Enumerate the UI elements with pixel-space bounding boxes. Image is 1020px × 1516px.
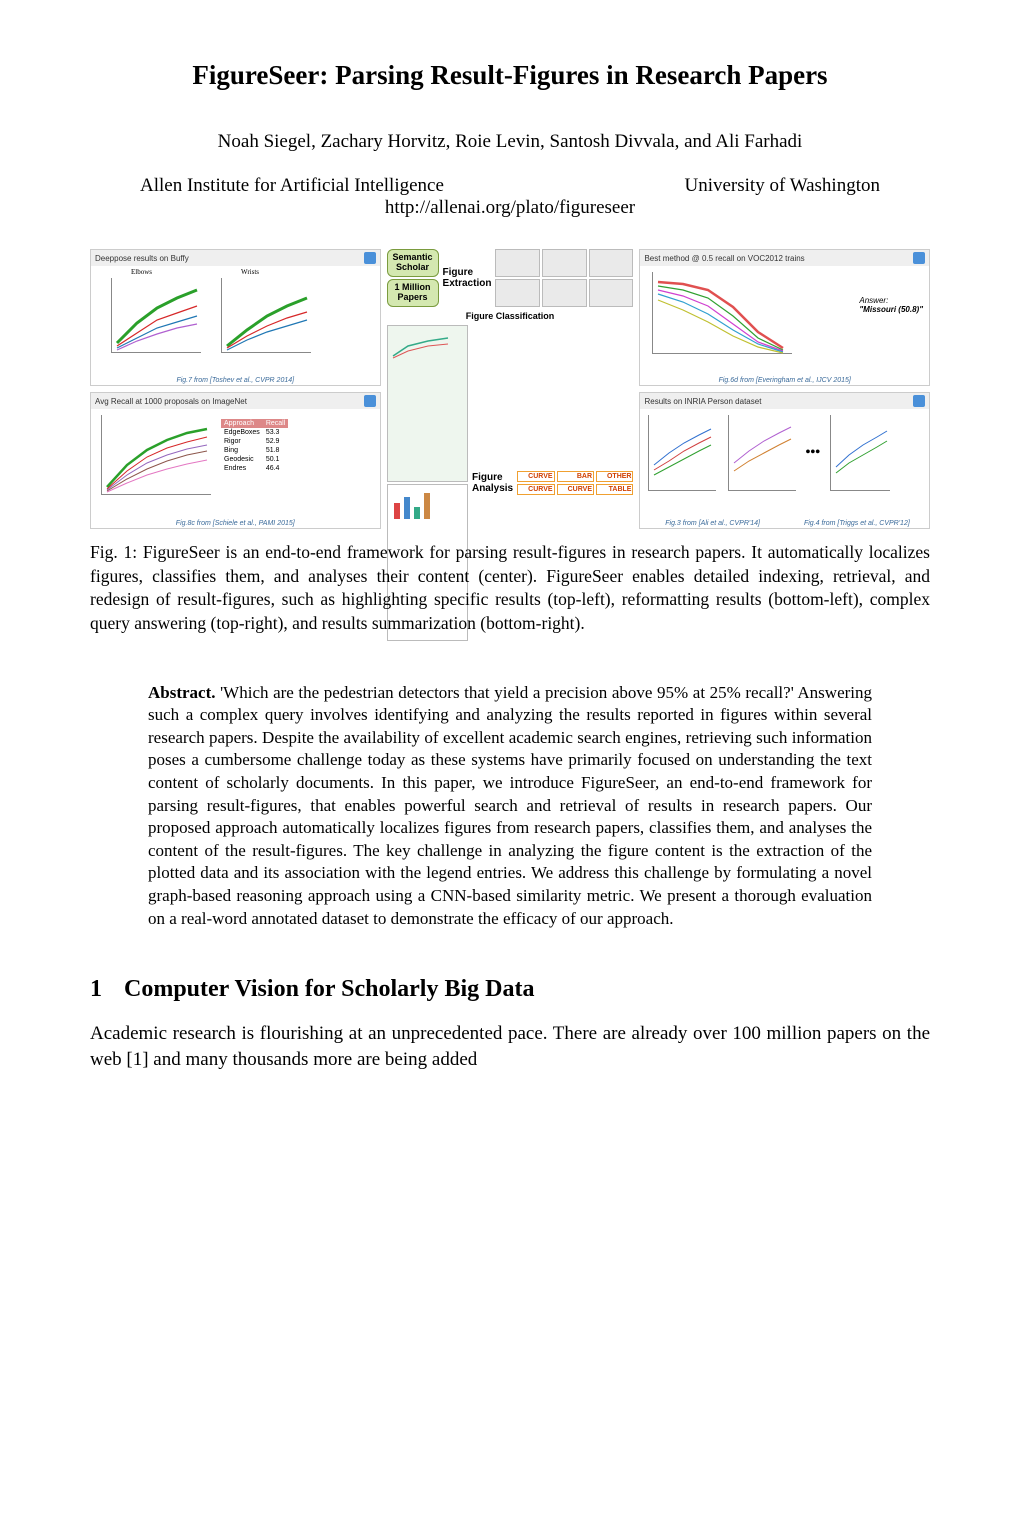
bl-col-recall: Recall xyxy=(263,419,288,428)
panel-tl-header: Deeppose results on Buffy xyxy=(91,250,380,266)
affil-right: University of Washington xyxy=(685,175,881,197)
class-cell: BAR xyxy=(557,471,594,482)
tl-chart-left xyxy=(112,278,202,353)
class-cell: CURVE xyxy=(517,484,554,495)
search-icon xyxy=(913,252,925,264)
panel-bottom-left: Avg Recall at 1000 proposals on ImageNet… xyxy=(90,392,381,529)
arrow1-l1: Figure xyxy=(443,267,474,278)
figure-analysis-label: Figure Analysis xyxy=(472,472,513,494)
section-heading: 1 Computer Vision for Scholarly Big Data xyxy=(90,976,930,1003)
semantic-scholar-bubble: Semantic Scholar xyxy=(387,249,439,277)
figure-1-caption: Fig. 1: FigureSeer is an end-to-end fram… xyxy=(90,541,930,636)
extracted-thumbs xyxy=(495,249,633,307)
figure-classification-label: Figure Classification xyxy=(387,311,634,321)
abstract-block: Abstract. 'Which are the pedestrian dete… xyxy=(90,682,930,931)
bl-cell: 51.8 xyxy=(263,446,288,455)
bl-cell: Bing xyxy=(221,446,263,455)
section-number: 1 xyxy=(90,976,102,1003)
bubble2-l2: Papers xyxy=(398,292,428,302)
body-paragraph: Academic research is flourishing at an u… xyxy=(90,1021,930,1072)
panel-top-left: Deeppose results on Buffy Elbows Wrists xyxy=(90,249,381,386)
search-icon xyxy=(364,252,376,264)
bl-cell: Rigor xyxy=(221,437,263,446)
abstract-text: 'Which are the pedestrian detectors that… xyxy=(148,683,872,928)
panel-tl-title: Deeppose results on Buffy xyxy=(95,254,189,263)
thumb xyxy=(542,279,587,307)
project-url: http://allenai.org/plato/figureseer xyxy=(90,197,930,219)
section-title: Computer Vision for Scholarly Big Data xyxy=(124,976,534,1002)
bl-col-approach: Approach xyxy=(221,419,263,428)
tl-chart-right xyxy=(222,278,312,353)
tl-caption: Fig.7 from [Toshev et al., CVPR 2014] xyxy=(91,377,380,384)
answer-value: "Missouri (50.8)" xyxy=(859,305,923,314)
class-cell: CURVE xyxy=(557,484,594,495)
br-caption-left: Fig.3 from [Ali et al., CVPR'14] xyxy=(640,520,784,527)
authors-line: Noah Siegel, Zachary Horvitz, Roie Levin… xyxy=(90,131,930,153)
bubble1-l2: Scholar xyxy=(396,262,429,272)
bl-cell: 53.3 xyxy=(263,428,288,437)
thumb xyxy=(589,279,634,307)
br-chart-3 xyxy=(831,415,891,491)
panel-top-right: Best method @ 0.5 recall on VOC2012 trai… xyxy=(639,249,930,386)
bl-caption: Fig.8c from [Schiele et al., PAMI 2015] xyxy=(91,520,380,527)
arrow2-l1: Figure xyxy=(472,472,503,483)
figure-extraction-label: Figure Extraction xyxy=(443,267,492,289)
tr-chart xyxy=(653,272,793,354)
answer-label: Answer: xyxy=(859,296,923,305)
thumb xyxy=(589,249,634,277)
class-cell: CURVE xyxy=(517,471,554,482)
search-icon xyxy=(913,395,925,407)
classification-grid: CURVE BAR OTHER CURVE CURVE TABLE xyxy=(517,471,633,495)
paper-title: FigureSeer: Parsing Result-Figures in Re… xyxy=(90,60,930,91)
analysis-thumb xyxy=(387,325,468,482)
br-chart-1 xyxy=(649,415,717,491)
bubble1-l1: Semantic xyxy=(393,252,433,262)
panel-bottom-right: Results on INRIA Person dataset ••• xyxy=(639,392,930,529)
bl-cell: 52.9 xyxy=(263,437,288,446)
panel-br-header: Results on INRIA Person dataset xyxy=(640,393,929,409)
class-cell: OTHER xyxy=(596,471,633,482)
bl-cell: 50.1 xyxy=(263,455,288,464)
bubble2-l1: 1 Million xyxy=(395,282,431,292)
thumb xyxy=(542,249,587,277)
bl-chart xyxy=(102,415,212,495)
tl-label-elbows: Elbows xyxy=(131,268,152,276)
figure-1-diagram: Deeppose results on Buffy Elbows Wrists xyxy=(90,249,930,529)
search-icon xyxy=(364,395,376,407)
bl-cell: 46.4 xyxy=(263,464,288,473)
arrow2-l2: Analysis xyxy=(472,483,513,494)
tr-caption: Fig.6d from [Everingham et al., IJCV 201… xyxy=(640,377,929,384)
bl-cell: Geodesic xyxy=(221,455,263,464)
ellipsis: ••• xyxy=(805,445,820,461)
affiliation-row: Allen Institute for Artificial Intellige… xyxy=(90,175,930,197)
br-chart-2 xyxy=(729,415,797,491)
affil-left: Allen Institute for Artificial Intellige… xyxy=(140,175,444,197)
panel-bl-header: Avg Recall at 1000 proposals on ImageNet xyxy=(91,393,380,409)
br-caption-right: Fig.4 from [Triggs et al., CVPR'12] xyxy=(785,520,929,527)
class-cell: TABLE xyxy=(596,484,633,495)
thumb xyxy=(495,279,540,307)
thumb xyxy=(495,249,540,277)
center-pipeline: Semantic Scholar 1 Million Papers Figure… xyxy=(387,249,634,529)
panel-tr-title: Best method @ 0.5 recall on VOC2012 trai… xyxy=(644,254,804,263)
panel-br-title: Results on INRIA Person dataset xyxy=(644,397,761,406)
panel-bl-title: Avg Recall at 1000 proposals on ImageNet xyxy=(95,397,247,406)
bl-cell: EdgeBoxes xyxy=(221,428,263,437)
arrow1-l2: Extraction xyxy=(443,278,492,289)
bl-table: ApproachRecall EdgeBoxes53.3 Rigor52.9 B… xyxy=(221,419,288,473)
tl-label-wrists: Wrists xyxy=(241,268,259,276)
abstract-label: Abstract. xyxy=(148,683,216,702)
panel-tr-header: Best method @ 0.5 recall on VOC2012 trai… xyxy=(640,250,929,266)
bl-cell: Endres xyxy=(221,464,263,473)
million-papers-bubble: 1 Million Papers xyxy=(387,279,439,307)
